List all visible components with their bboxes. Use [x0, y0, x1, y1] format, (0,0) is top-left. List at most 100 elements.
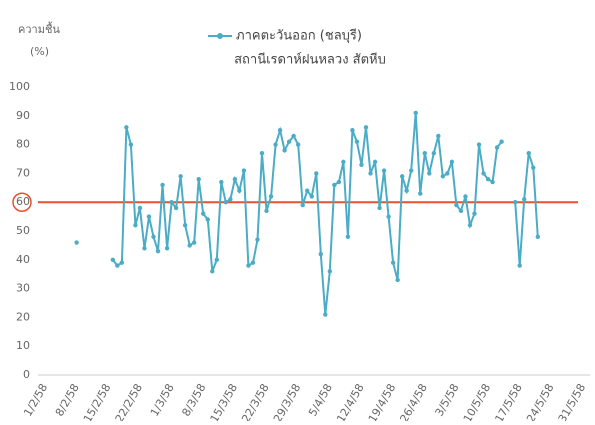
- data-point: [404, 188, 409, 193]
- data-point: [436, 133, 441, 139]
- data-point: [318, 251, 323, 257]
- data-point: [255, 237, 260, 242]
- data-point: [490, 179, 495, 185]
- data-point: [223, 200, 229, 205]
- data-point: [187, 243, 192, 248]
- data-point: [372, 159, 378, 165]
- data-point: [418, 191, 423, 196]
- data-point: [169, 200, 174, 205]
- data-point: [472, 211, 477, 216]
- data-point: [228, 197, 233, 202]
- x-tick-label: 15/2/58: [81, 382, 113, 422]
- data-point: [517, 263, 522, 268]
- y-tick-label: 50: [16, 224, 30, 237]
- data-point: [350, 128, 355, 133]
- data-point: [277, 128, 283, 133]
- data-point: [232, 176, 238, 182]
- y-tick-label: 60: [16, 195, 30, 208]
- data-point: [485, 176, 491, 182]
- data-point: [259, 151, 265, 156]
- data-point: [399, 174, 405, 179]
- data-point: [286, 139, 292, 144]
- y-tick-label: 10: [16, 339, 30, 352]
- x-tick-label: 17/5/58: [492, 382, 524, 422]
- data-point: [74, 240, 79, 245]
- x-tick-label: 8/2/58: [53, 381, 82, 418]
- data-point: [395, 277, 400, 283]
- x-tick-label: 5/4/58: [306, 381, 335, 418]
- data-point: [250, 260, 256, 265]
- data-point: [205, 217, 210, 222]
- data-point: [413, 110, 418, 116]
- y-tick-label: 70: [16, 166, 30, 179]
- y-tick-label: 30: [16, 282, 30, 295]
- data-point: [264, 208, 269, 214]
- x-tick-label: 8/3/58: [179, 381, 208, 418]
- data-point: [332, 182, 337, 188]
- data-point: [359, 162, 364, 167]
- data-point: [535, 234, 540, 239]
- data-point: [323, 312, 328, 317]
- data-point: [327, 269, 333, 274]
- data-point: [182, 223, 188, 228]
- data-point: [449, 159, 455, 165]
- data-point: [422, 151, 427, 156]
- data-point: [210, 269, 215, 274]
- data-point: [454, 202, 459, 208]
- data-point: [494, 145, 500, 150]
- data-point: [119, 260, 125, 265]
- x-tick-label: 31/5/58: [556, 382, 588, 422]
- data-point: [526, 151, 531, 156]
- data-point: [345, 234, 351, 239]
- data-point: [146, 214, 152, 219]
- legend-marker: [217, 33, 223, 39]
- x-tick-label: 1/2/58: [21, 381, 50, 418]
- data-point: [237, 188, 242, 193]
- data-point: [386, 214, 391, 219]
- data-point: [291, 133, 296, 139]
- data-point: [295, 142, 301, 147]
- data-point: [499, 139, 504, 144]
- data-point: [142, 246, 147, 251]
- data-point: [431, 151, 437, 156]
- x-tick-label: 3/5/58: [433, 381, 462, 418]
- data-point: [273, 142, 278, 147]
- y-tick-label: 40: [16, 253, 30, 266]
- data-point: [440, 174, 446, 179]
- data-point: [368, 171, 373, 176]
- x-tick-label: 29/3/58: [271, 382, 303, 422]
- data-point: [191, 240, 197, 245]
- data-point: [481, 171, 486, 176]
- data-point: [151, 234, 156, 239]
- data-point: [522, 197, 527, 202]
- data-point: [341, 159, 346, 165]
- data-point: [241, 168, 247, 173]
- x-tick-label: 24/5/58: [524, 382, 556, 422]
- y-tick-label: 80: [16, 138, 30, 151]
- x-tick-label: 19/4/58: [366, 382, 398, 422]
- x-tick-label: 15/3/58: [208, 382, 240, 422]
- data-point: [178, 174, 183, 179]
- x-tick-label: 22/2/58: [113, 382, 145, 422]
- data-point: [309, 194, 314, 199]
- y-axis-label: ความชื้น: [18, 21, 60, 36]
- y-axis-unit: (%): [30, 45, 49, 58]
- data-point: [463, 194, 468, 199]
- data-point: [268, 194, 274, 199]
- y-tick-label: 90: [16, 109, 30, 122]
- data-point: [124, 125, 129, 130]
- data-point: [458, 208, 464, 214]
- data-point: [133, 223, 138, 228]
- data-point: [246, 263, 251, 268]
- data-point: [128, 142, 134, 147]
- legend-label: ภาคตะวันออก (ชลบุรี): [236, 28, 362, 44]
- data-point: [354, 139, 360, 144]
- data-point: [160, 182, 165, 188]
- x-tick-label: 22/3/58: [239, 382, 271, 422]
- data-point: [300, 202, 305, 208]
- data-point: [476, 142, 482, 147]
- data-point: [219, 179, 224, 185]
- data-point: [282, 148, 287, 153]
- data-point: [137, 205, 143, 211]
- highlight-circle: [12, 192, 32, 212]
